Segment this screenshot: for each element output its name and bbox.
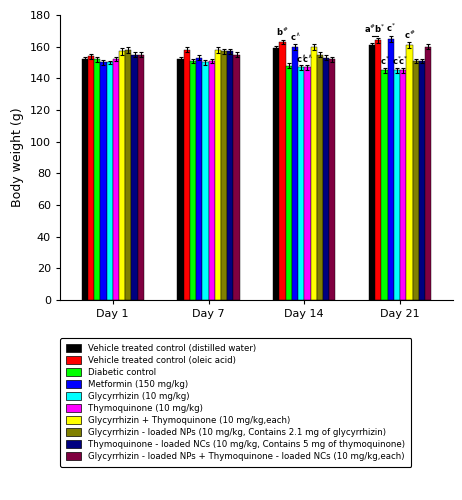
Text: c$^{*}$: c$^{*}$ (398, 54, 408, 67)
Text: c$^{*}$: c$^{*}$ (380, 54, 389, 67)
Bar (323, 58, 329, 300)
Text: c$^{*}$: c$^{*}$ (386, 22, 395, 34)
Bar (419, 61, 425, 300)
Text: c$^{\#}$: c$^{\#}$ (404, 28, 415, 40)
Bar (406, 45, 413, 300)
Bar (317, 54, 323, 300)
Bar (425, 46, 431, 300)
Y-axis label: Body weight (g): Body weight (g) (12, 108, 24, 208)
Bar (113, 60, 119, 300)
Bar (183, 50, 190, 300)
Bar (369, 45, 375, 300)
Bar (138, 54, 144, 300)
Bar (280, 42, 286, 300)
Bar (310, 46, 317, 300)
Bar (388, 39, 394, 300)
Text: c$^{\wedge}$: c$^{\wedge}$ (302, 52, 313, 64)
Bar (227, 52, 233, 300)
Text: b$^{\#}$: b$^{\#}$ (276, 26, 289, 38)
Bar (208, 61, 215, 300)
Bar (286, 66, 292, 300)
Bar (375, 40, 382, 300)
Bar (298, 67, 304, 300)
Bar (82, 60, 88, 300)
Bar (202, 62, 208, 300)
Text: a$^{\#}$b$^{*}$: a$^{\#}$b$^{*}$ (365, 22, 386, 35)
Text: c$^{\wedge}$: c$^{\wedge}$ (290, 31, 300, 42)
Bar (382, 70, 388, 300)
Bar (107, 62, 113, 300)
Bar (273, 48, 280, 300)
Bar (400, 70, 406, 300)
Bar (196, 58, 202, 300)
Bar (100, 62, 107, 300)
Text: c$^{\wedge}$: c$^{\wedge}$ (296, 52, 306, 64)
Legend: Vehicle treated control (distilled water), Vehicle treated control (oleic acid),: Vehicle treated control (distilled water… (60, 338, 411, 467)
Bar (233, 54, 240, 300)
Bar (177, 60, 183, 300)
Bar (413, 61, 419, 300)
Bar (215, 50, 221, 300)
Bar (131, 54, 138, 300)
Bar (119, 52, 125, 300)
Bar (329, 60, 335, 300)
Bar (221, 52, 227, 300)
Bar (94, 60, 100, 300)
Bar (88, 56, 94, 300)
Bar (394, 70, 400, 300)
Bar (125, 50, 131, 300)
Bar (292, 46, 298, 300)
Bar (190, 61, 196, 300)
Text: c$^{*}$: c$^{*}$ (392, 54, 402, 67)
Bar (304, 67, 310, 300)
